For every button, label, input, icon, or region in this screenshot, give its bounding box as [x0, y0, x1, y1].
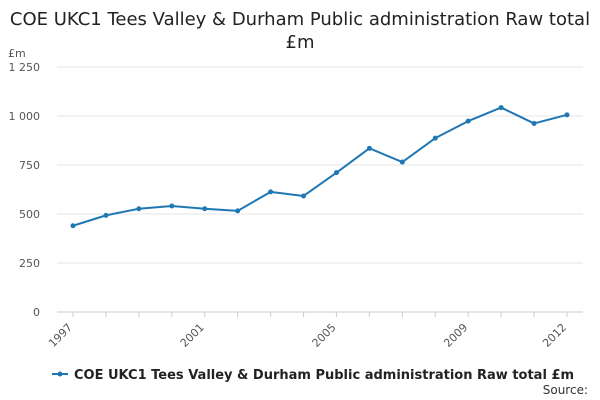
y-tick-labels: 0 250 500 750 1 000 1 250	[9, 61, 41, 319]
data-point[interactable]	[70, 223, 76, 229]
y-tick-label: 1 250	[9, 61, 41, 74]
y-tick-label: 500	[19, 208, 40, 221]
data-point[interactable]	[301, 193, 307, 199]
legend-point-marker	[57, 371, 63, 377]
y-tick-label: 1 000	[9, 110, 41, 123]
data-point[interactable]	[432, 135, 438, 141]
y-tick-label: 250	[19, 257, 40, 270]
x-tick-label: 2001	[178, 321, 207, 350]
x-tick-label: 1997	[46, 321, 75, 350]
data-point[interactable]	[465, 118, 471, 124]
legend-label: COE UKC1 Tees Valley & Durham Public adm…	[74, 368, 574, 383]
x-tick-label: 2012	[540, 321, 569, 350]
chart-title: COE UKC1 Tees Valley & Durham Public adm…	[9, 9, 591, 53]
x-tick-label: 2005	[310, 321, 339, 350]
source-label: Source:	[543, 383, 588, 397]
data-point[interactable]	[235, 208, 241, 214]
data-point[interactable]	[333, 170, 339, 176]
data-point[interactable]	[103, 212, 109, 218]
data-point[interactable]	[498, 105, 504, 111]
y-tick-label: 750	[19, 159, 40, 172]
grid-lines	[57, 66, 583, 264]
data-point[interactable]	[399, 159, 405, 165]
data-point[interactable]	[366, 145, 372, 151]
y-unit-label: £m	[8, 47, 26, 60]
data-point[interactable]	[564, 112, 570, 118]
axes	[57, 311, 583, 317]
y-tick-label: 0	[33, 306, 40, 319]
data-point[interactable]	[531, 120, 537, 126]
data-point[interactable]	[169, 203, 175, 209]
data-point[interactable]	[202, 206, 208, 212]
series-line[interactable]	[72, 106, 568, 227]
data-point[interactable]	[268, 189, 274, 195]
data-point[interactable]	[136, 206, 142, 212]
x-tick-labels: 1997 2001 2005 2009 2012	[46, 321, 569, 350]
legend[interactable]: COE UKC1 Tees Valley & Durham Public adm…	[52, 368, 574, 383]
series-layer	[70, 105, 570, 229]
x-tick-label: 2009	[441, 321, 470, 350]
